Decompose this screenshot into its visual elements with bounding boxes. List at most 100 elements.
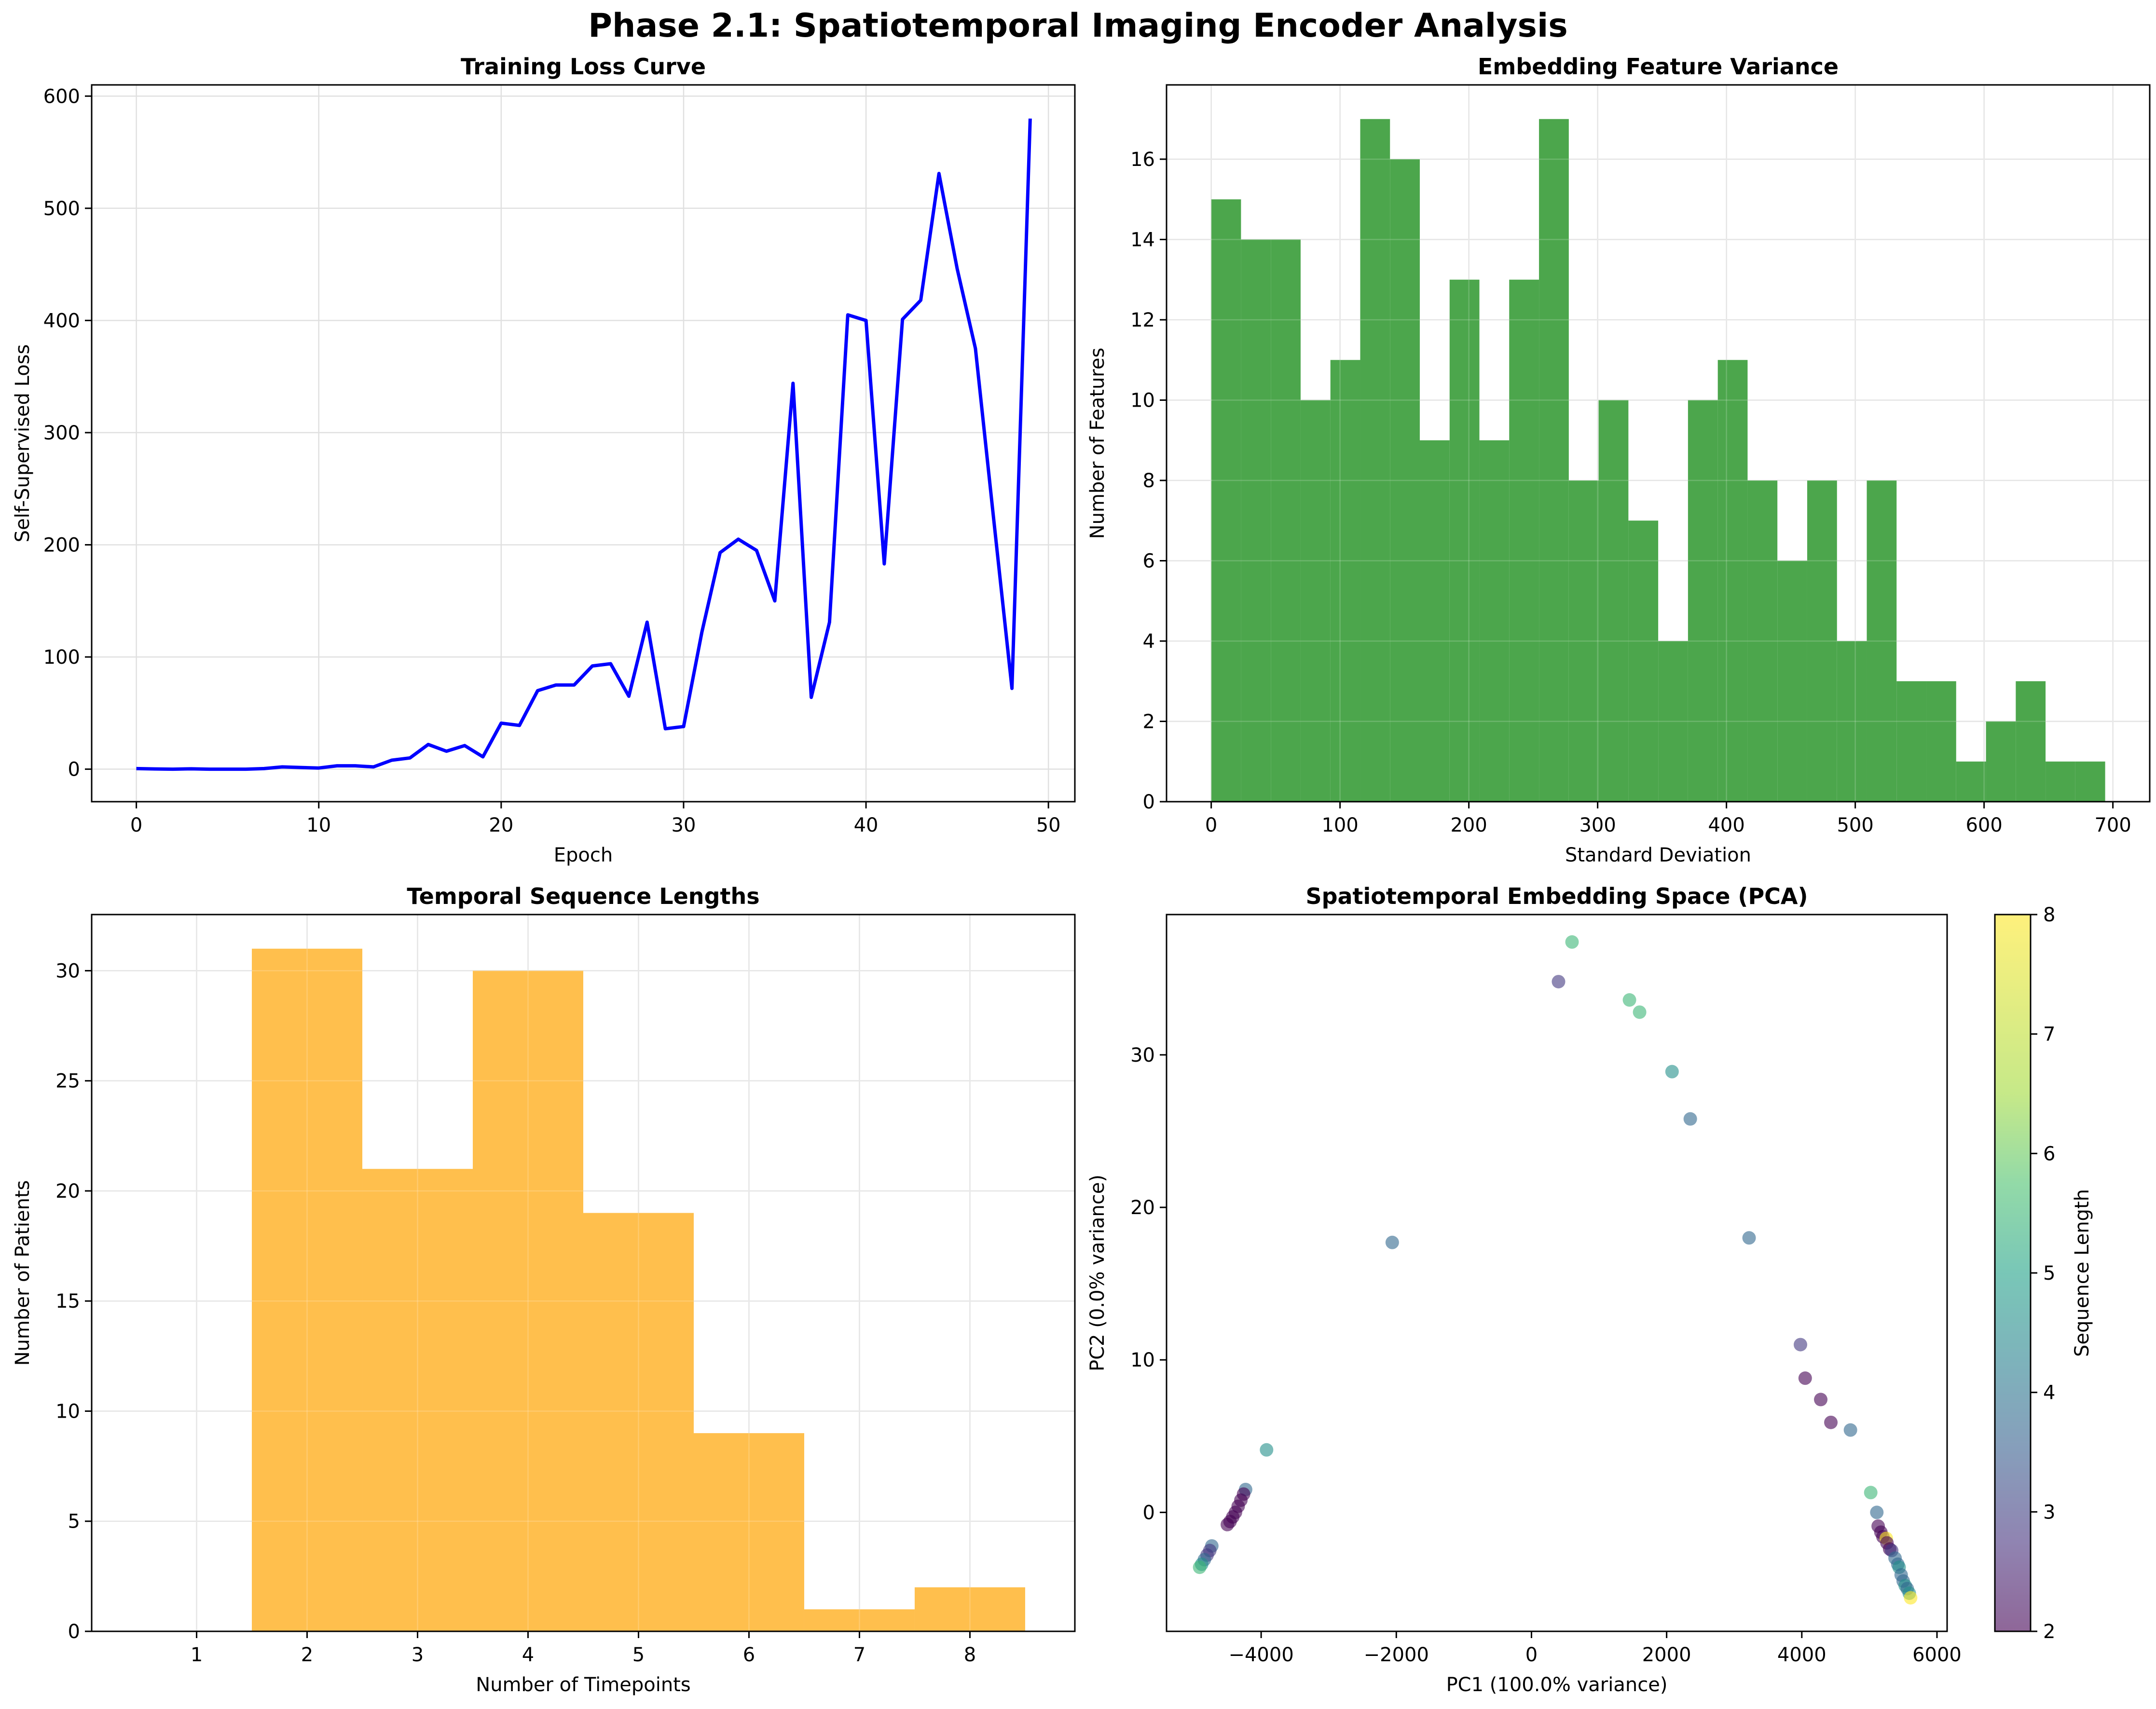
lengths-bar: [252, 948, 363, 1631]
pca-point: [1665, 1065, 1679, 1079]
y-tick-label: 2: [1143, 711, 1155, 733]
variance-bar: [1956, 761, 1986, 802]
x-tick-label: 5: [632, 1644, 645, 1666]
variance-bar: [1598, 400, 1629, 802]
colorbar-tick-label: 3: [2043, 1501, 2055, 1523]
pca-point: [1798, 1371, 1812, 1385]
figure-title: Phase 2.1: Spatiotemporal Imaging Encode…: [588, 7, 1568, 45]
x-tick-label: 2000: [1642, 1644, 1691, 1666]
pca-point: [1864, 1486, 1878, 1500]
variance-bar: [2016, 681, 2046, 802]
x-axis-label: Number of Timepoints: [476, 1674, 690, 1696]
x-tick-label: 8: [964, 1644, 976, 1666]
variance-bar: [1867, 480, 1897, 802]
y-tick-label: 30: [55, 960, 80, 982]
pca-point: [1814, 1393, 1828, 1407]
y-tick-label: 500: [43, 198, 80, 220]
y-tick-label: 30: [1130, 1044, 1155, 1066]
y-tick-label: 25: [55, 1070, 80, 1093]
y-tick-label: 10: [1130, 1349, 1155, 1371]
x-tick-label: 400: [1708, 814, 1744, 836]
pca-point: [1794, 1338, 1808, 1352]
x-tick-label: 6000: [1912, 1644, 1962, 1666]
lengths-bar: [804, 1609, 915, 1631]
y-tick-label: 14: [1130, 229, 1155, 251]
x-tick-label: 30: [672, 814, 696, 836]
x-tick-label: 300: [1579, 814, 1616, 836]
pca-point: [1260, 1443, 1274, 1457]
pca-point: [1870, 1505, 1884, 1519]
x-tick-label: 2: [301, 1644, 313, 1666]
colorbar-label: Sequence Length: [2071, 1189, 2093, 1357]
variance-bar: [1658, 641, 1688, 802]
axes-frame: [1166, 914, 1948, 1632]
variance-bar: [1896, 681, 1927, 802]
x-tick-label: 100: [1321, 814, 1358, 836]
y-tick-label: 20: [1130, 1197, 1155, 1219]
axes-frame: [91, 84, 1076, 803]
y-tick-label: 100: [43, 646, 80, 669]
x-axis-label: Standard Deviation: [1565, 844, 1751, 866]
x-tick-label: −4000: [1228, 1644, 1293, 1666]
pca-point: [1633, 1005, 1647, 1019]
pca-point: [1824, 1415, 1838, 1429]
variance-bar: [1986, 721, 2016, 802]
x-tick-label: 0: [1205, 814, 1217, 836]
lengths-bar: [583, 1213, 694, 1631]
variance-bar: [1807, 480, 1837, 802]
x-tick-label: 200: [1450, 814, 1487, 836]
pca-point: [1552, 975, 1566, 989]
y-axis-label: Number of Patients: [12, 1180, 34, 1366]
variance-bar: [1390, 159, 1420, 802]
y-axis-label: Self-Supervised Loss: [12, 344, 34, 543]
lengths-bar: [473, 971, 583, 1631]
variance-bar: [1539, 119, 1569, 802]
variance-bar: [1241, 239, 1271, 802]
x-tick-label: 3: [412, 1644, 424, 1666]
x-axis-label: PC1 (100.0% variance): [1446, 1674, 1668, 1696]
y-tick-label: 200: [43, 534, 80, 556]
pca-point: [1622, 993, 1636, 1007]
pca-point: [1904, 1591, 1918, 1605]
pca-point: [1193, 1560, 1207, 1574]
y-tick-label: 0: [68, 1621, 80, 1643]
colorbar-tick-label: 7: [2043, 1024, 2055, 1046]
variance-bar: [1568, 480, 1599, 802]
y-tick-label: 6: [1143, 550, 1155, 573]
variance-bar: [1628, 520, 1659, 802]
pca-chart: −4000 −2000 0 2000 4000 6000 0 10 20 30 Spatiotemp…: [1086, 883, 2093, 1696]
lengths-bar: [693, 1433, 804, 1631]
y-tick-label: 4: [1143, 630, 1155, 653]
y-axis-label: PC2 (0.0% variance): [1086, 1175, 1109, 1371]
pca-point: [1843, 1423, 1857, 1437]
variance-chart: 0 100 200 300 400 500 600 700 0 2 4 6 8 10 12 14 16 Embed…: [1086, 54, 2151, 866]
variance-bar: [1360, 119, 1390, 802]
x-tick-label: 7: [853, 1644, 865, 1666]
variance-bar: [1300, 400, 1331, 802]
pca-point: [1221, 1518, 1235, 1531]
y-tick-label: 10: [55, 1400, 80, 1422]
axes-frame: [1166, 84, 2151, 803]
colorbar-tick-label: 5: [2043, 1262, 2055, 1285]
y-tick-label: 400: [43, 310, 80, 332]
variance-bar: [1837, 641, 1867, 802]
x-tick-label: 6: [743, 1644, 755, 1666]
axes-frame: [91, 914, 1076, 1632]
y-tick-label: 300: [43, 422, 80, 444]
variance-bar: [1211, 199, 1241, 802]
x-tick-label: 600: [1965, 814, 2002, 836]
chart-title: Spatiotemporal Embedding Space (PCA): [1305, 883, 1808, 909]
y-tick-label: 12: [1130, 309, 1155, 331]
variance-bar: [1271, 239, 1301, 802]
colorbar-gradient: [1995, 915, 2031, 1631]
pca-point: [1742, 1231, 1756, 1245]
variance-bar: [1688, 400, 1718, 802]
x-tick-label: 700: [2094, 814, 2131, 836]
chart-title: Embedding Feature Variance: [1478, 54, 1839, 80]
chart-title: Training Loss Curve: [461, 54, 706, 80]
y-tick-label: 15: [55, 1290, 80, 1313]
y-tick-label: 8: [1143, 470, 1155, 492]
x-tick-label: 20: [489, 814, 513, 836]
